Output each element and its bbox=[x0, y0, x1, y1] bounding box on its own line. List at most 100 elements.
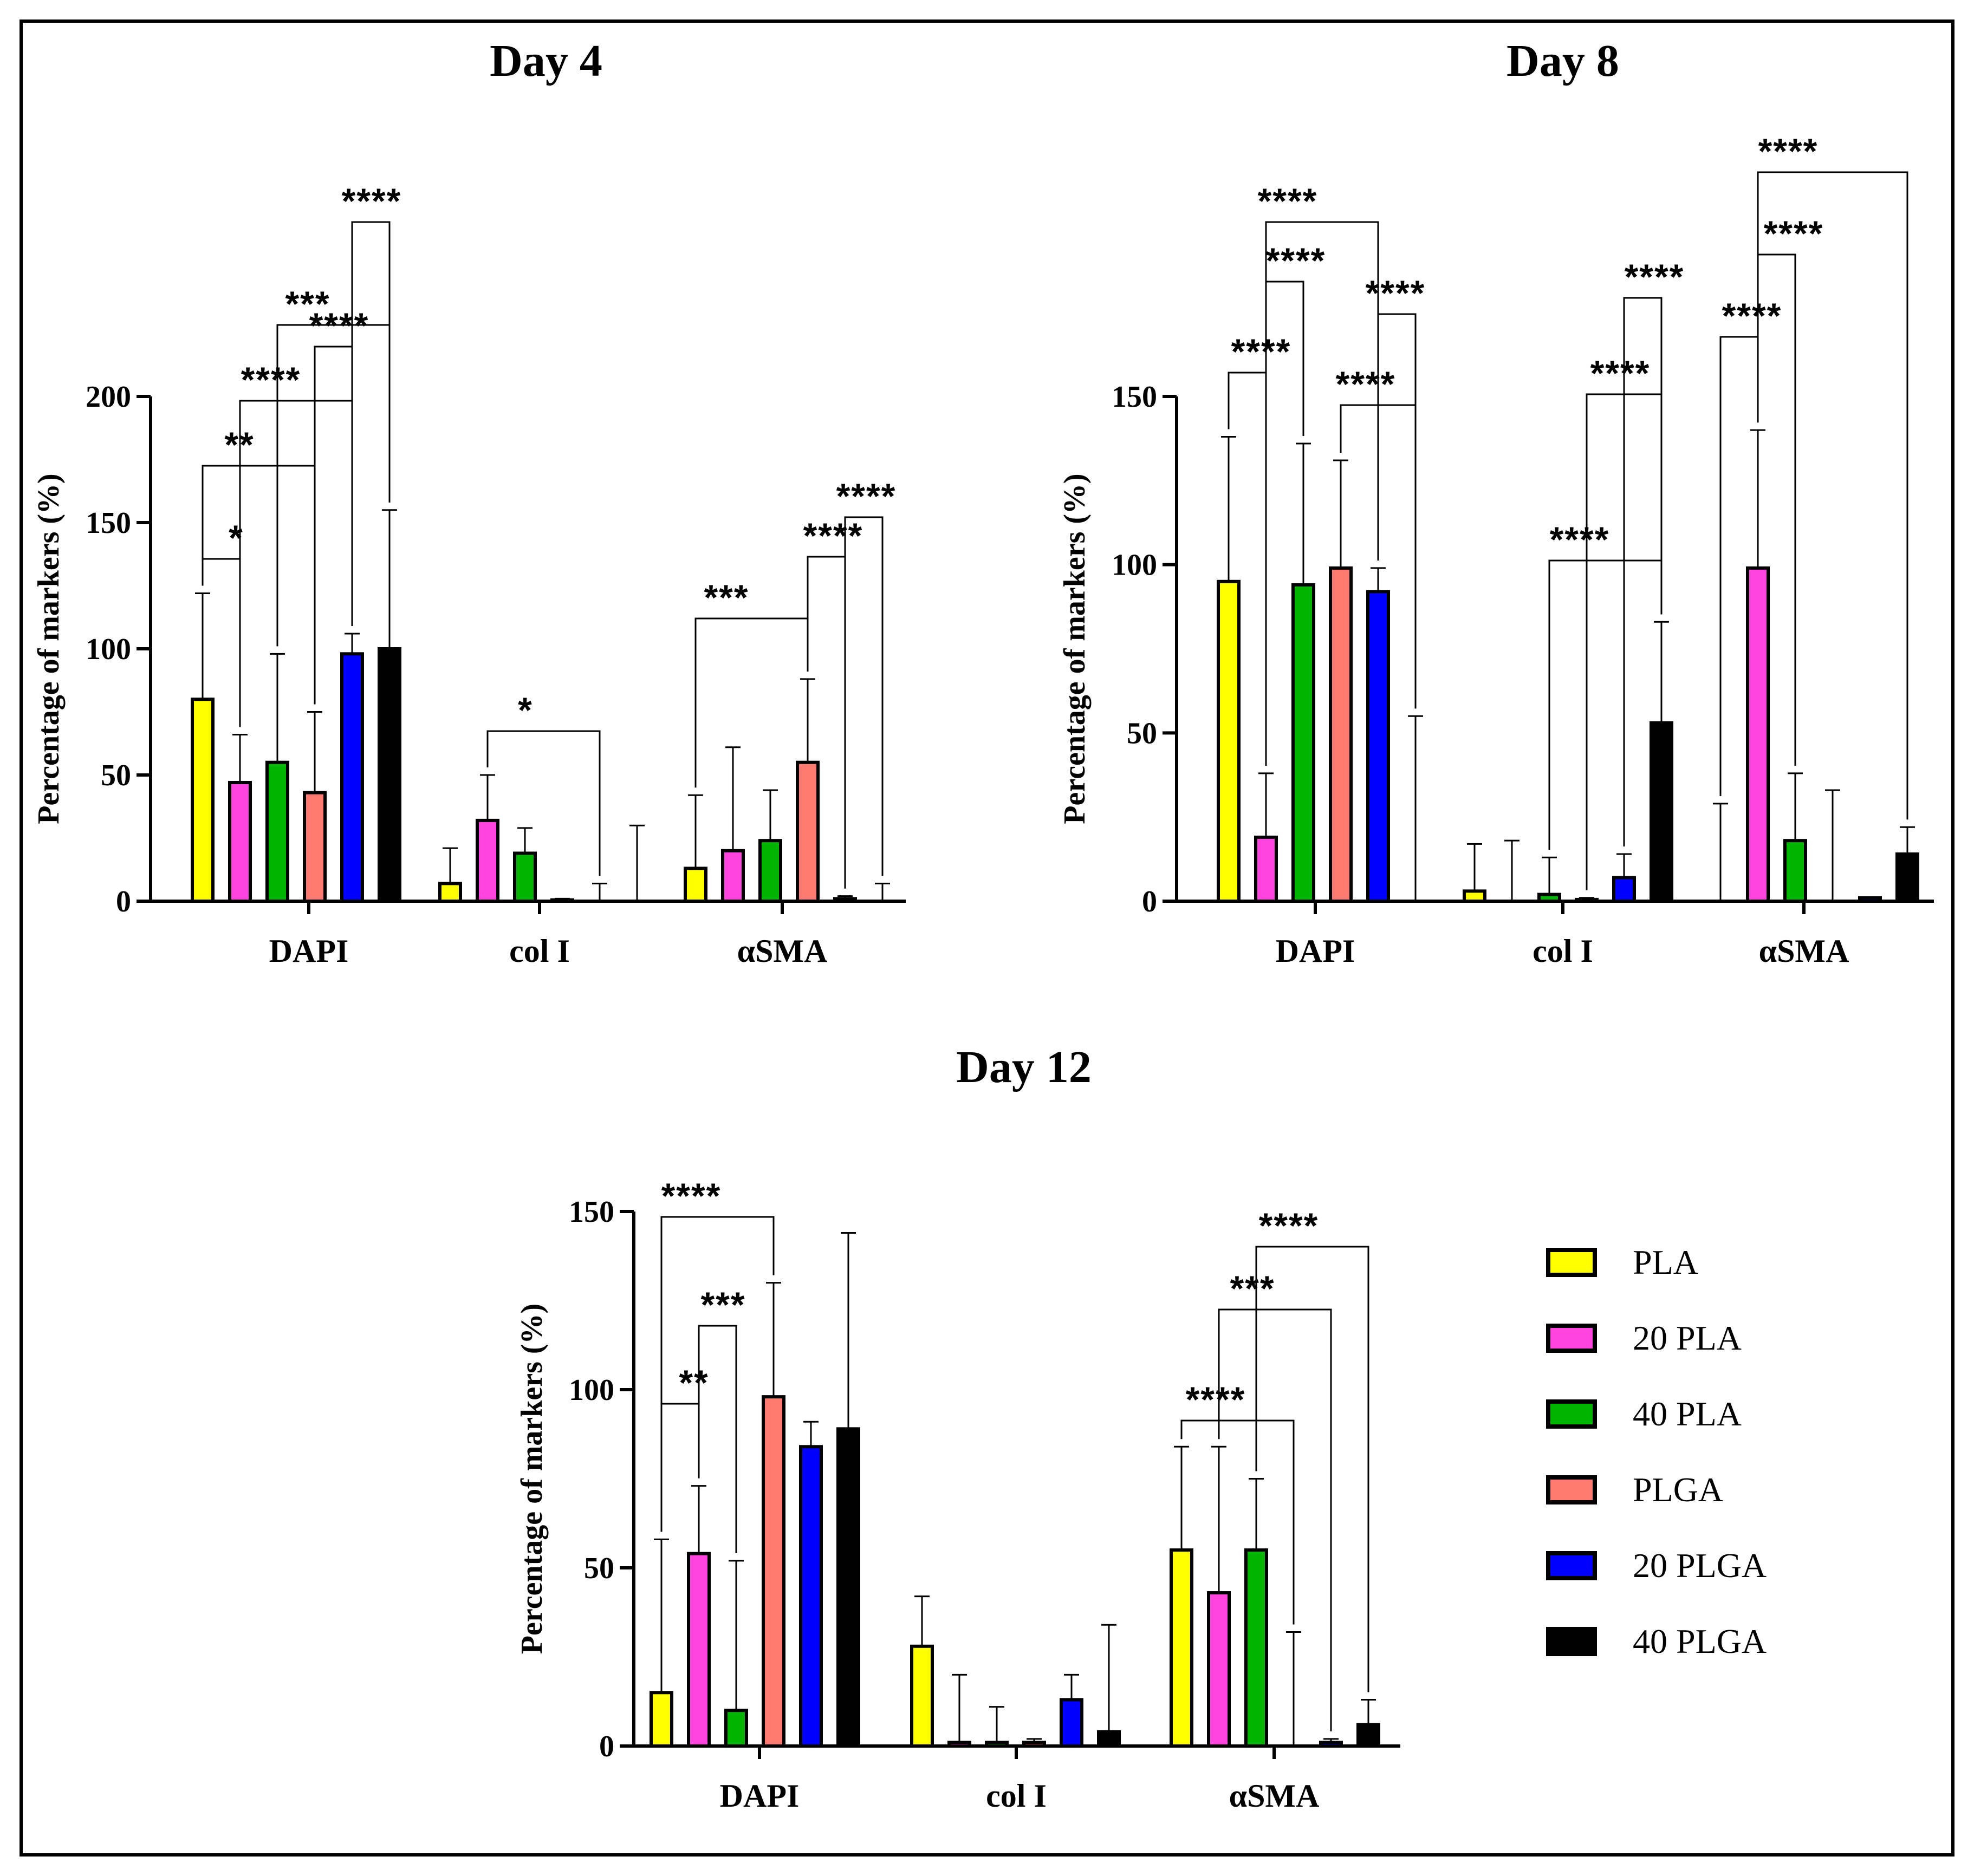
legend-label: 20 PLGA bbox=[1633, 1546, 1767, 1585]
y-tick-label: 150 bbox=[86, 506, 131, 540]
significance-label: **** bbox=[1259, 1206, 1319, 1246]
legend: PLA 20 PLA 40 PLA PLGA 20 PLGA 40 PLGA bbox=[1546, 1243, 1767, 1660]
legend-swatch bbox=[1546, 1399, 1597, 1429]
significance-bracket bbox=[486, 730, 601, 876]
x-tick-label: DAPI bbox=[1276, 933, 1355, 969]
y-tick-label: 150 bbox=[569, 1195, 614, 1229]
significance-label: *** bbox=[704, 577, 749, 617]
significance-label: **** bbox=[1758, 131, 1819, 171]
bar bbox=[1858, 896, 1882, 903]
significance-label: **** bbox=[1231, 331, 1291, 372]
bar bbox=[724, 1709, 748, 1748]
legend-label: 40 PLA bbox=[1633, 1395, 1742, 1433]
y-tick-label: 100 bbox=[1112, 549, 1157, 582]
y-tick-label: 50 bbox=[101, 759, 131, 792]
y-tick-label: 50 bbox=[1127, 716, 1157, 750]
significance-bracket bbox=[660, 1403, 700, 1532]
significance-bracket bbox=[1623, 297, 1663, 847]
significance-label: **** bbox=[661, 1176, 722, 1216]
significance-bracket bbox=[1757, 171, 1908, 820]
significance-label: * bbox=[518, 690, 533, 730]
bar bbox=[1060, 1698, 1083, 1748]
bar bbox=[910, 1644, 934, 1748]
bar bbox=[1575, 897, 1599, 903]
bar bbox=[1366, 590, 1390, 903]
bar bbox=[1244, 1548, 1268, 1748]
bar bbox=[228, 780, 252, 903]
bar bbox=[1746, 566, 1770, 903]
bar bbox=[191, 698, 215, 903]
bar bbox=[303, 791, 327, 903]
bar bbox=[1319, 1741, 1343, 1748]
chart-3: Day 12 0 50 100 150 Percentage of markers (%)… bbox=[515, 1042, 1400, 1814]
bar bbox=[1650, 721, 1673, 903]
bar bbox=[1783, 839, 1807, 903]
bar bbox=[1291, 583, 1315, 903]
significance-label: **** bbox=[1590, 353, 1651, 393]
significance-label: **** bbox=[803, 516, 863, 556]
significance-label: **** bbox=[1336, 364, 1396, 404]
legend-swatch bbox=[1546, 1627, 1597, 1656]
x-tick-label: αSMA bbox=[737, 933, 828, 969]
bar bbox=[1170, 1548, 1193, 1748]
bar bbox=[1207, 1591, 1231, 1748]
significance-bracket bbox=[1548, 559, 1663, 850]
bar bbox=[1612, 876, 1636, 903]
significance-label: **** bbox=[241, 360, 301, 400]
legend-label: PLA bbox=[1633, 1243, 1698, 1281]
bar bbox=[758, 839, 782, 903]
x-tick-label: DAPI bbox=[269, 933, 349, 969]
bar bbox=[1217, 579, 1241, 903]
x-tick-label: col I bbox=[509, 933, 570, 969]
significance-label: ** bbox=[679, 1363, 709, 1403]
significance-label: **** bbox=[836, 476, 897, 516]
bar bbox=[833, 897, 857, 903]
y-tick-label: 50 bbox=[584, 1552, 614, 1585]
y-tick-label: 100 bbox=[86, 633, 131, 666]
chart-title: Day 4 bbox=[490, 36, 602, 86]
bar bbox=[650, 1691, 673, 1748]
significance-label: **** bbox=[1625, 257, 1685, 297]
chart-title: Day 12 bbox=[956, 1042, 1092, 1092]
significance-label: **** bbox=[1258, 181, 1318, 221]
bar bbox=[1463, 889, 1486, 903]
significance-label: *** bbox=[700, 1285, 745, 1325]
bar bbox=[1254, 835, 1278, 903]
significance-label: * bbox=[229, 518, 244, 558]
significance-label: **** bbox=[1266, 240, 1326, 281]
significance-label: **** bbox=[1186, 1379, 1246, 1419]
significance-label: ** bbox=[224, 425, 254, 465]
legend-swatch bbox=[1546, 1248, 1597, 1277]
significance-label: **** bbox=[342, 181, 402, 221]
bar bbox=[687, 1552, 711, 1748]
legend-swatch bbox=[1546, 1324, 1597, 1353]
bar bbox=[799, 1445, 823, 1748]
significance-label: *** bbox=[285, 284, 330, 324]
significance-bracket bbox=[698, 1325, 737, 1553]
significance-bracket bbox=[1180, 1419, 1295, 1625]
significance-bracket bbox=[1377, 313, 1417, 709]
legend-swatch bbox=[1546, 1551, 1597, 1580]
y-tick-label: 0 bbox=[1142, 885, 1157, 919]
significance-label: **** bbox=[1722, 296, 1782, 336]
chart-title: Day 8 bbox=[1507, 36, 1619, 86]
legend-label: PLGA bbox=[1633, 1470, 1723, 1509]
y-tick-label: 150 bbox=[1112, 380, 1157, 414]
significance-label: **** bbox=[1366, 273, 1426, 313]
bar bbox=[513, 851, 537, 903]
significance-bracket bbox=[660, 1216, 775, 1532]
y-tick-label: 100 bbox=[569, 1373, 614, 1407]
bar bbox=[1329, 566, 1353, 903]
legend-label: 20 PLA bbox=[1633, 1319, 1742, 1357]
bar bbox=[265, 760, 289, 903]
significance-label: **** bbox=[1764, 213, 1824, 253]
significance-bracket bbox=[1255, 1246, 1369, 1692]
bar bbox=[1537, 893, 1561, 903]
legend-label: 40 PLGA bbox=[1633, 1622, 1767, 1660]
x-tick-label: αSMA bbox=[1759, 933, 1849, 969]
chart-1: Day 4 0 50 100 150 200 Percentage of markers (… bbox=[32, 36, 906, 969]
significance-bracket bbox=[351, 221, 391, 627]
significance-bracket bbox=[844, 516, 884, 889]
significance-bracket bbox=[1265, 221, 1379, 766]
